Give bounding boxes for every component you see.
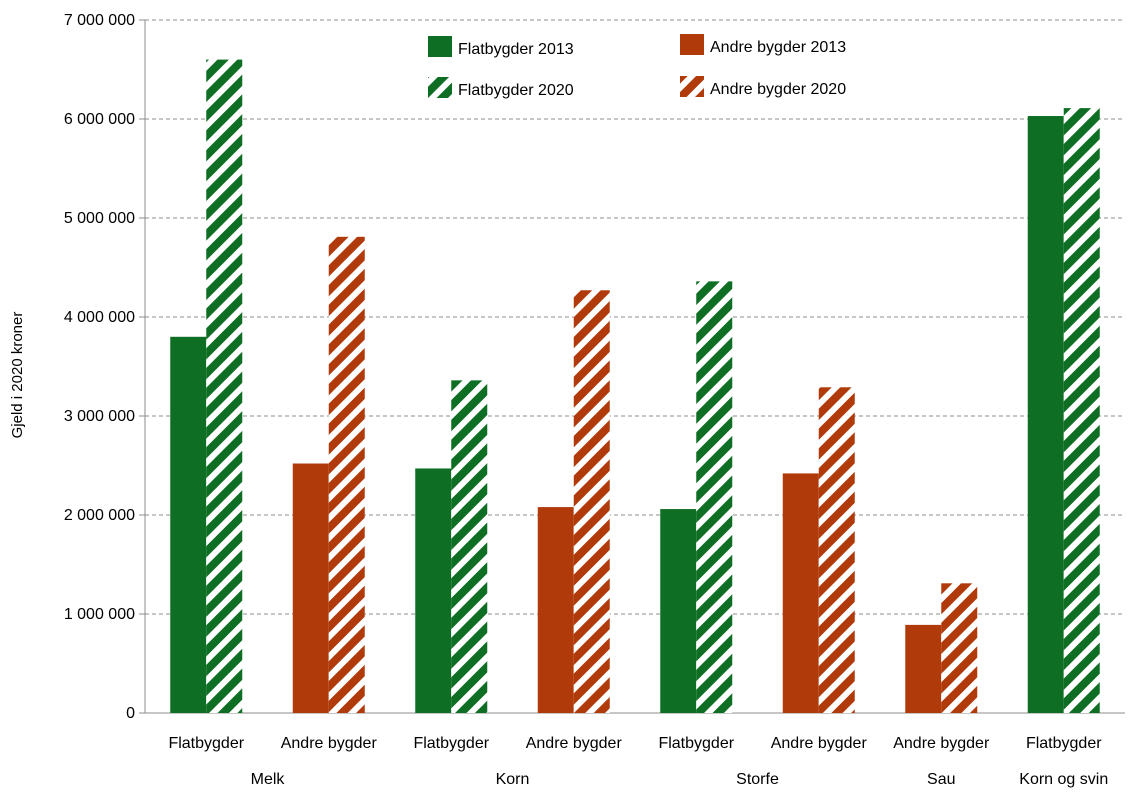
bar-2013 — [782, 473, 819, 713]
bar-2020 — [206, 59, 243, 714]
bar-2013 — [1027, 116, 1064, 713]
y-tick-label: 0 — [126, 705, 135, 722]
group-label: Sau — [927, 771, 955, 788]
group-label: Melk — [251, 771, 286, 788]
bar-2020 — [1063, 108, 1100, 714]
bar-2013 — [905, 624, 942, 713]
category-label: Flatbygder — [413, 735, 489, 752]
bar-2013 — [170, 336, 207, 713]
y-tick-label: 1 000 000 — [64, 606, 135, 623]
bars — [170, 59, 1100, 714]
legend-label: Flatbygder 2020 — [458, 82, 574, 99]
y-tick-label: 3 000 000 — [64, 408, 135, 425]
category-label: Flatbygder — [658, 735, 734, 752]
legend-swatch — [428, 36, 452, 57]
bar-2020 — [941, 583, 978, 713]
category-label: Andre bygder — [771, 735, 868, 752]
category-label: Flatbygder — [1026, 735, 1102, 752]
y-tick-label: 2 000 000 — [64, 507, 135, 524]
bar-2020 — [696, 281, 733, 713]
category-label: Andre bygder — [893, 735, 990, 752]
legend-label: Andre bygder 2013 — [710, 39, 846, 56]
legend-swatch — [680, 34, 704, 55]
y-tick-label: 7 000 000 — [64, 12, 135, 29]
bar-2013 — [537, 507, 574, 713]
x-axis-labels: Flatbygder Andre bygder Flatbygder Andre by… — [168, 735, 1108, 788]
bar-2020 — [328, 236, 365, 713]
bar-2020 — [818, 387, 855, 713]
bar-2013 — [660, 509, 697, 713]
group-label: Storfe — [736, 771, 779, 788]
legend: Flatbygder 2013 Andre bygder 2013 Flatbygd… — [428, 34, 846, 99]
group-label: Korn og svin — [1019, 771, 1108, 788]
category-label: Flatbygder — [168, 735, 244, 752]
y-tick-label: 6 000 000 — [64, 111, 135, 128]
legend-swatch — [428, 77, 452, 98]
category-label: Andre bygder — [526, 735, 623, 752]
legend-label: Flatbygder 2013 — [458, 41, 574, 58]
group-label: Korn — [496, 771, 530, 788]
bar-2013 — [292, 463, 329, 713]
legend-swatch — [680, 76, 704, 97]
y-tick-label: 5 000 000 — [64, 210, 135, 227]
legend-label: Andre bygder 2020 — [710, 81, 846, 98]
category-label: Andre bygder — [281, 735, 378, 752]
y-tick-label: 4 000 000 — [64, 309, 135, 326]
bar-2020 — [451, 380, 488, 713]
gridlines — [144, 19, 1125, 714]
y-axis-title: Gjeld i 2020 kroner — [9, 312, 26, 439]
bar-2013 — [415, 468, 452, 713]
bar-2020 — [573, 290, 610, 713]
y-axis-ticks: 0 1 000 000 2 000 000 3 000 000 4 000 000 5 0… — [64, 12, 145, 722]
